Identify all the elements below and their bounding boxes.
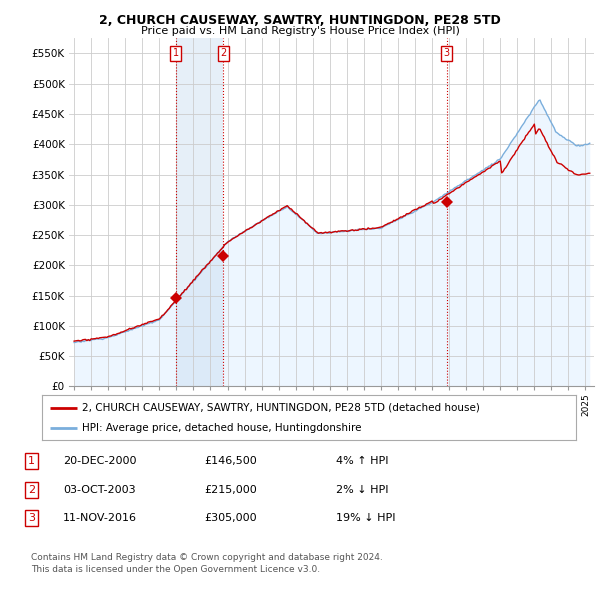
Text: 2: 2 — [28, 485, 35, 494]
Text: 2% ↓ HPI: 2% ↓ HPI — [336, 485, 389, 494]
Text: 2: 2 — [220, 48, 226, 58]
Text: HPI: Average price, detached house, Huntingdonshire: HPI: Average price, detached house, Hunt… — [82, 423, 362, 433]
Text: 11-NOV-2016: 11-NOV-2016 — [63, 513, 137, 523]
Text: This data is licensed under the Open Government Licence v3.0.: This data is licensed under the Open Gov… — [31, 565, 320, 574]
Text: 2, CHURCH CAUSEWAY, SAWTRY, HUNTINGDON, PE28 5TD (detached house): 2, CHURCH CAUSEWAY, SAWTRY, HUNTINGDON, … — [82, 403, 480, 412]
Text: 20-DEC-2000: 20-DEC-2000 — [63, 457, 137, 466]
Text: 03-OCT-2003: 03-OCT-2003 — [63, 485, 136, 494]
Text: Price paid vs. HM Land Registry's House Price Index (HPI): Price paid vs. HM Land Registry's House … — [140, 27, 460, 36]
Text: £146,500: £146,500 — [204, 457, 257, 466]
Text: 3: 3 — [28, 513, 35, 523]
Text: 2, CHURCH CAUSEWAY, SAWTRY, HUNTINGDON, PE28 5TD: 2, CHURCH CAUSEWAY, SAWTRY, HUNTINGDON, … — [99, 14, 501, 27]
Text: 4% ↑ HPI: 4% ↑ HPI — [336, 457, 389, 466]
Text: £215,000: £215,000 — [204, 485, 257, 494]
Text: 1: 1 — [173, 48, 179, 58]
Text: 3: 3 — [443, 48, 450, 58]
Text: £305,000: £305,000 — [204, 513, 257, 523]
Text: 1: 1 — [28, 457, 35, 466]
Text: 19% ↓ HPI: 19% ↓ HPI — [336, 513, 395, 523]
Text: Contains HM Land Registry data © Crown copyright and database right 2024.: Contains HM Land Registry data © Crown c… — [31, 553, 383, 562]
